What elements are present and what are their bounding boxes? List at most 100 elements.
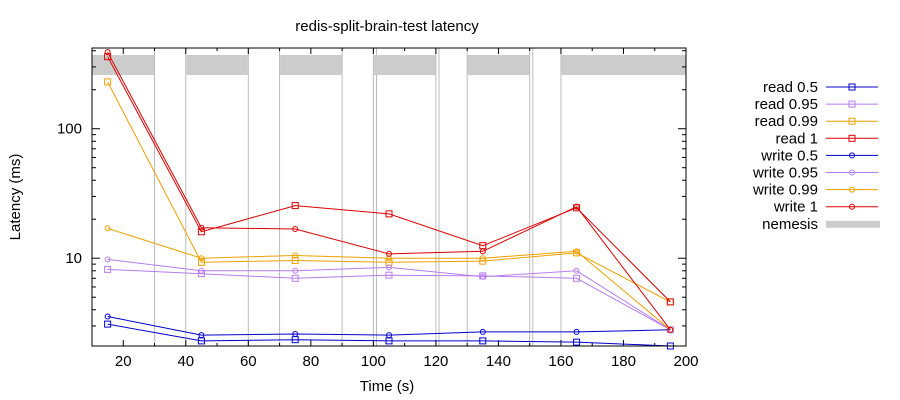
x-tick-label: 120 bbox=[423, 353, 448, 370]
data-point bbox=[573, 328, 580, 335]
data-point bbox=[479, 337, 487, 345]
data-point bbox=[292, 267, 299, 274]
series-line bbox=[107, 227, 671, 331]
data-point bbox=[666, 298, 674, 306]
data-point bbox=[479, 273, 486, 280]
data-point bbox=[197, 258, 205, 266]
data-point bbox=[104, 320, 112, 328]
series-write-1 bbox=[104, 49, 674, 333]
series-line bbox=[107, 258, 671, 331]
legend-item: read 1 bbox=[775, 130, 878, 147]
data-point bbox=[573, 203, 580, 210]
data-point bbox=[292, 226, 299, 233]
data-point bbox=[386, 332, 392, 339]
data-point bbox=[292, 252, 299, 259]
legend-marker bbox=[848, 83, 856, 91]
x-tick-label: 180 bbox=[611, 353, 636, 370]
legend-marker bbox=[849, 152, 855, 159]
data-point bbox=[479, 248, 486, 255]
y-tick-labels: 10 100 bbox=[57, 121, 82, 268]
legend-label: write 1 bbox=[773, 199, 818, 216]
x-tick-label: 60 bbox=[240, 353, 257, 370]
data-point bbox=[104, 313, 111, 320]
x-tick-label: 100 bbox=[361, 353, 386, 370]
x-tick-label: 200 bbox=[673, 353, 698, 370]
nemesis-bar bbox=[280, 55, 342, 75]
x-axis-label: Time (s) bbox=[360, 378, 414, 395]
data-point bbox=[198, 224, 205, 231]
legend-label: nemesis bbox=[762, 216, 818, 233]
data-point bbox=[573, 267, 580, 274]
data-point bbox=[198, 255, 205, 262]
data-point bbox=[667, 326, 674, 333]
data-point bbox=[479, 255, 486, 262]
data-point bbox=[573, 249, 581, 257]
nemesis-bar bbox=[561, 55, 686, 75]
data-point bbox=[104, 49, 111, 56]
data-point bbox=[479, 328, 486, 335]
data-point bbox=[385, 210, 393, 218]
nemesis-bar bbox=[467, 55, 530, 75]
series-write-0-5 bbox=[104, 313, 674, 339]
nemesis-bar bbox=[373, 55, 436, 75]
data-point bbox=[197, 228, 205, 236]
legend-marker bbox=[848, 117, 856, 125]
y-tick-label: 10 bbox=[65, 250, 82, 267]
series-read-1 bbox=[104, 53, 674, 306]
x-tick-labels: 20 40 60 80 100 120 140 160 180 200 bbox=[115, 353, 699, 370]
legend-label: read 1 bbox=[775, 130, 818, 147]
nemesis-bar bbox=[186, 55, 248, 75]
legend-marker bbox=[849, 169, 855, 176]
legend-marker bbox=[848, 134, 856, 142]
data-point bbox=[386, 250, 392, 257]
legend-marker bbox=[849, 186, 855, 193]
legend-label: write 0.95 bbox=[752, 165, 818, 182]
legend-label: read 0.5 bbox=[763, 79, 818, 96]
series-layer bbox=[104, 49, 674, 350]
data-point bbox=[386, 264, 392, 271]
data-point bbox=[104, 265, 112, 273]
legend-item: read 0.99 bbox=[755, 113, 878, 130]
data-point bbox=[386, 255, 392, 262]
chart-title: redis-split-brain-test latency bbox=[295, 18, 479, 35]
x-tick-label: 80 bbox=[302, 353, 319, 370]
legend-label: read 0.95 bbox=[755, 96, 818, 113]
legend-marker bbox=[848, 100, 856, 108]
series-line bbox=[107, 56, 671, 303]
series-write-0-95 bbox=[104, 256, 674, 333]
x-tick-label: 20 bbox=[115, 353, 132, 370]
data-point bbox=[104, 256, 111, 263]
legend-marker bbox=[849, 203, 855, 210]
data-point bbox=[292, 330, 299, 337]
y-axis-label: Latency (ms) bbox=[7, 154, 24, 241]
legend-label: write 0.5 bbox=[760, 147, 818, 164]
legend-item: write 1 bbox=[773, 199, 878, 216]
data-point bbox=[104, 78, 112, 86]
legend-item: read 0.5 bbox=[763, 79, 878, 96]
legend-swatch bbox=[826, 220, 880, 228]
x-tick-label: 160 bbox=[548, 353, 573, 370]
series-line bbox=[107, 316, 671, 336]
legend-item: write 0.99 bbox=[752, 182, 878, 199]
data-point bbox=[291, 202, 299, 210]
legend-item: read 0.95 bbox=[755, 96, 878, 113]
data-point bbox=[198, 267, 205, 274]
data-point bbox=[104, 53, 112, 61]
legend-label: write 0.99 bbox=[752, 182, 818, 199]
data-point bbox=[385, 271, 393, 279]
plot-frame bbox=[91, 47, 687, 347]
legend-label: read 0.99 bbox=[755, 113, 818, 130]
data-point bbox=[291, 274, 299, 282]
data-point bbox=[104, 225, 111, 232]
nemesis-layer bbox=[91, 48, 687, 346]
series-line bbox=[107, 81, 671, 303]
legend-item: write 0.5 bbox=[760, 147, 878, 164]
data-point bbox=[198, 332, 205, 339]
series-line bbox=[107, 323, 671, 347]
data-point bbox=[573, 338, 581, 346]
data-point bbox=[573, 274, 581, 282]
nemesis-bar bbox=[92, 55, 155, 75]
y-tick-label: 100 bbox=[57, 121, 82, 138]
